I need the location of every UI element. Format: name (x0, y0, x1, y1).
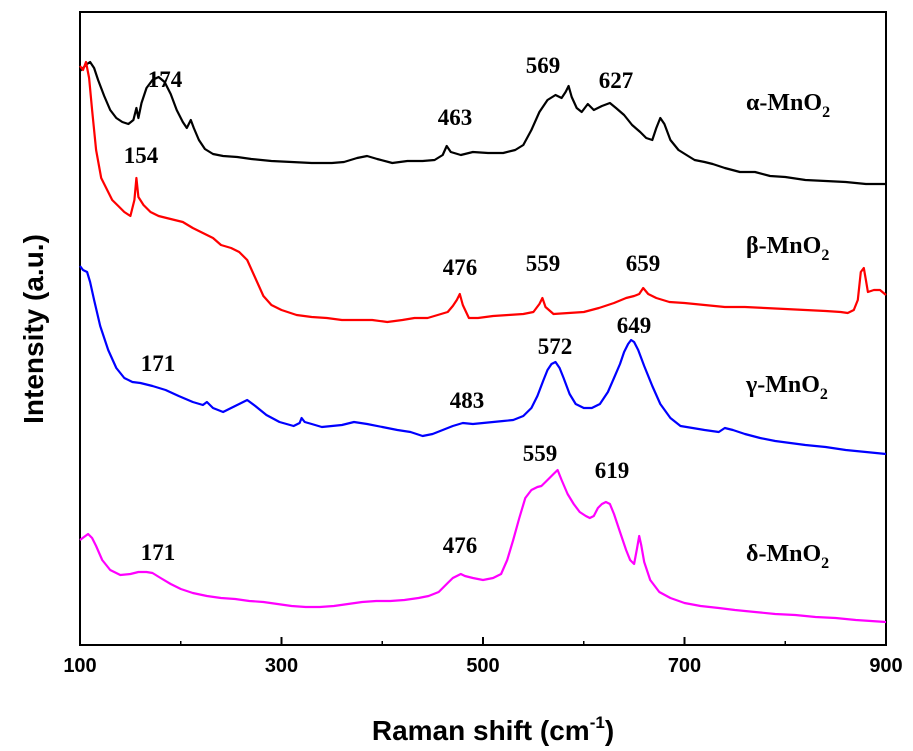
peak-label-beta-476: 476 (443, 255, 478, 280)
x-tick-label: 300 (265, 655, 298, 677)
series-line-1 (79, 60, 887, 324)
x-tick-label: 700 (668, 655, 701, 677)
x-tick-label: 900 (869, 655, 902, 677)
peak-label-delta-559: 559 (523, 441, 558, 466)
peak-label-beta-559: 559 (526, 251, 561, 276)
series-layer (79, 60, 887, 624)
peak-label-delta-171: 171 (141, 540, 176, 565)
series-label-gamma: γ-MnO2 (745, 372, 828, 403)
peak-label-alpha-174: 174 (148, 67, 183, 92)
series-line-0 (79, 60, 886, 186)
peak-label-beta-154: 154 (124, 143, 159, 168)
peak-label-delta-619: 619 (595, 458, 630, 483)
x-tick-label: 100 (63, 655, 96, 677)
peak-label-gamma-572: 572 (538, 334, 573, 359)
peak-label-gamma-171: 171 (141, 351, 176, 376)
series-labels: α-MnO2 β-MnO2 γ-MnO2 δ-MnO2 (745, 90, 830, 572)
peak-label-alpha-463: 463 (438, 105, 473, 130)
peak-label-gamma-649: 649 (617, 313, 652, 338)
peak-label-beta-659: 659 (626, 251, 661, 276)
series-label-delta: δ-MnO2 (746, 541, 829, 572)
y-axis-title: Intensity (a.u.) (18, 234, 49, 424)
x-axis-title: Raman shift (cm-1) (372, 713, 614, 746)
peak-label-alpha-569: 569 (526, 53, 561, 78)
peak-label-delta-476: 476 (443, 533, 478, 558)
series-label-alpha: α-MnO2 (746, 90, 830, 121)
series-line-3 (79, 468, 887, 624)
x-axis-ticks: 100 300 500 700 900 (63, 637, 903, 677)
peak-label-gamma-483: 483 (450, 388, 485, 413)
series-label-beta: β-MnO2 (746, 233, 829, 264)
series-line-2 (79, 265, 887, 456)
x-tick-label: 500 (466, 655, 499, 677)
peak-label-alpha-627: 627 (599, 68, 634, 93)
peak-labels: 174 463 569 627 154 476 559 659 171 483 … (124, 53, 661, 565)
